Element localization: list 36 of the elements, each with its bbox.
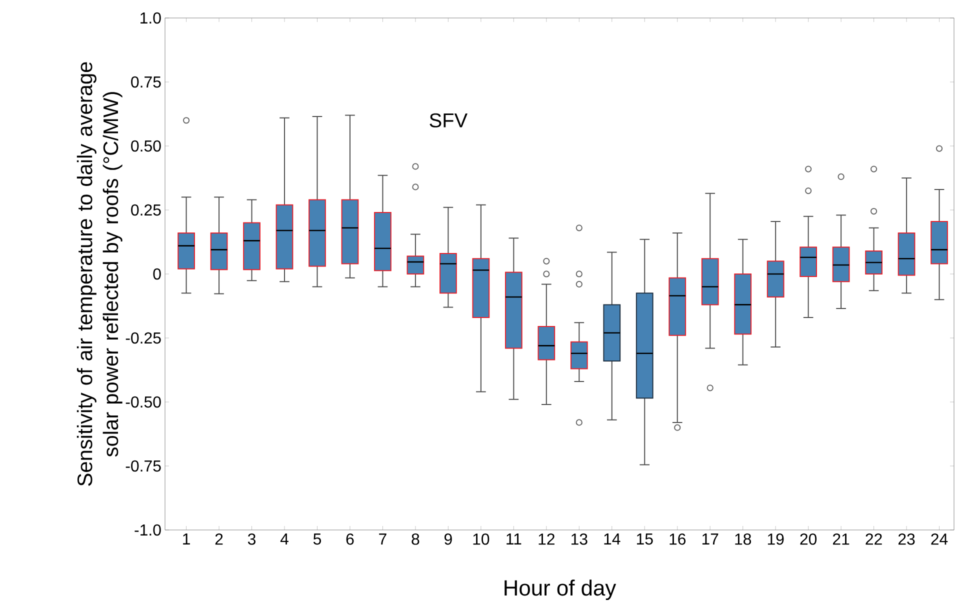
x-tick-label: 13 <box>572 534 588 545</box>
x-tick-label: 16 <box>670 534 686 545</box>
x-tick-label: 14 <box>604 534 620 544</box>
x-tick-label: 9 <box>444 534 452 545</box>
y-tick-label: 0.50 <box>131 140 161 152</box>
y-tick-label: -1.0 <box>134 524 161 536</box>
x-tick-label: 6 <box>346 534 354 545</box>
y-tick-label: -0.75 <box>126 460 161 472</box>
x-tick-label: 7 <box>379 534 386 544</box>
y-tick-label: 1.0 <box>140 12 161 24</box>
x-tick-label: 1 <box>183 534 190 544</box>
y-tick-label: 0.25 <box>131 204 161 216</box>
x-tick-label: 19 <box>768 534 784 545</box>
x-tick-label: 5 <box>313 534 321 545</box>
x-tick-label: 15 <box>636 534 653 545</box>
x-axis-title: Hour of day <box>504 580 616 600</box>
x-tick-label: 3 <box>248 534 256 545</box>
x-tick-label: 24 <box>931 534 948 545</box>
x-tick-label: 10 <box>473 534 490 545</box>
x-tick-label: 8 <box>412 534 420 545</box>
x-tick-label: 17 <box>702 534 718 544</box>
x-tick-label: 23 <box>898 534 915 545</box>
x-tick-label: 2 <box>215 534 223 545</box>
x-tick-label: 20 <box>800 534 817 545</box>
x-tick-label: 11 <box>506 534 522 544</box>
y-tick-label: 0.75 <box>131 76 161 88</box>
x-tick-label: 12 <box>538 534 554 545</box>
x-tick-label: 18 <box>735 534 752 545</box>
y-tick-label: 0 <box>153 268 161 280</box>
x-tick-label: 4 <box>280 534 288 544</box>
text: SFV <box>430 113 468 128</box>
x-tick-label: 22 <box>866 534 882 545</box>
x-tick-label: 21 <box>832 534 850 545</box>
y-axis-title: Sensitivity of air temperature to daily average solar power reflected by roofs (°C/MW) <box>76 62 122 486</box>
y-tick-label: -0.50 <box>126 396 161 408</box>
y-tick-label: -0.25 <box>126 332 161 344</box>
